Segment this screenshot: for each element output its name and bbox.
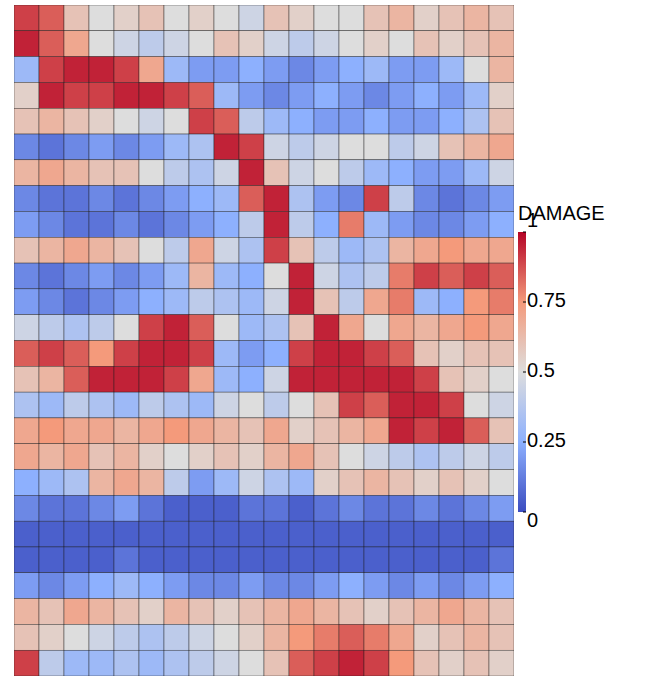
svg-text:0: 0 [527,509,538,531]
svg-text:0.75: 0.75 [527,289,566,311]
svg-text:0.25: 0.25 [527,429,566,451]
svg-text:DAMAGE: DAMAGE [518,202,605,224]
svg-text:0.5: 0.5 [527,359,555,381]
svg-text:1: 1 [527,209,538,231]
